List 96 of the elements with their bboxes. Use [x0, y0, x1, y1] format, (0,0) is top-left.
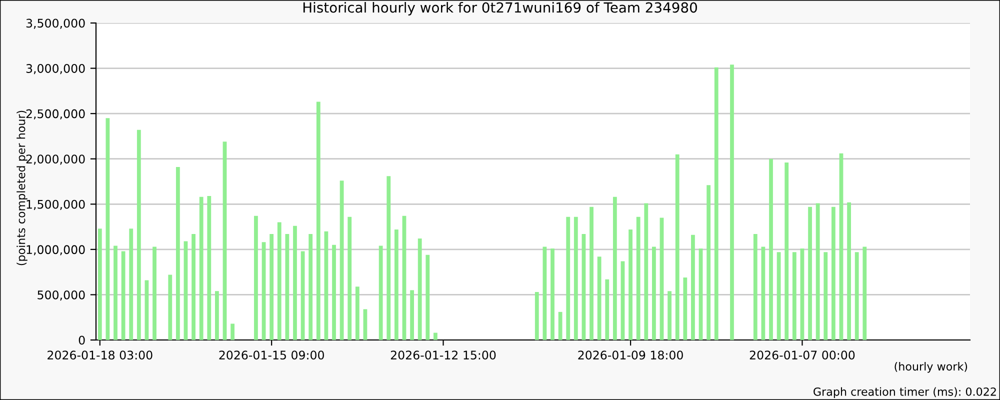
bar [293, 226, 297, 340]
bar [215, 291, 219, 340]
bar [683, 278, 688, 340]
y-tick-label: 3,000,000 [26, 64, 85, 74]
bar [176, 167, 180, 340]
bar [222, 142, 227, 340]
bar [363, 309, 368, 340]
bar [199, 196, 204, 340]
bar [730, 64, 734, 340]
x-tick-label: 2026-01-07 00:00 [750, 350, 855, 360]
x-tick-label: 2026-01-15 09:00 [219, 350, 324, 360]
bar [792, 252, 796, 340]
bar [808, 206, 812, 340]
bar [566, 216, 570, 340]
bar [675, 154, 680, 340]
bar [628, 230, 632, 340]
bar [706, 185, 711, 340]
bar [776, 252, 781, 340]
y-tick-label: 3,500,000 [26, 18, 85, 29]
y-axis-title: (points completed per hour) [16, 110, 28, 266]
bar [542, 246, 547, 340]
bar [402, 216, 406, 340]
bar [574, 216, 578, 340]
bar [558, 312, 562, 340]
bar [761, 246, 766, 340]
bar [800, 248, 804, 340]
bar [769, 158, 773, 340]
bar [152, 246, 156, 340]
bar [230, 324, 235, 340]
bar [824, 252, 828, 340]
bar [340, 180, 344, 340]
bar [652, 246, 656, 340]
bar [136, 130, 141, 340]
bar [418, 238, 422, 340]
bar [620, 261, 625, 340]
bar [144, 280, 149, 340]
y-tick-label: 1,000,000 [26, 245, 85, 256]
bar [636, 216, 640, 340]
bar [308, 234, 313, 340]
bar [270, 234, 274, 340]
bar [847, 202, 851, 340]
bar [254, 216, 258, 340]
bar [114, 246, 118, 340]
y-tick-label: 0 [78, 336, 85, 345]
bar [348, 216, 352, 340]
bar [168, 274, 172, 340]
bar [597, 256, 602, 340]
x-axis-title: (hourly work) [894, 362, 968, 373]
bar [121, 251, 126, 340]
bar [862, 246, 867, 340]
bar [668, 291, 672, 340]
bar [277, 222, 282, 340]
bar [605, 279, 610, 340]
bar [839, 153, 844, 340]
bar [410, 290, 414, 340]
bar [355, 286, 360, 340]
bar [394, 230, 398, 340]
bar [129, 228, 134, 340]
bar [784, 162, 789, 340]
bar [854, 252, 859, 340]
bar [698, 248, 703, 340]
chart-title: Historical hourly work for 0t271wuni169 of Team 234980 [303, 2, 697, 16]
bar [192, 234, 196, 340]
bar [332, 244, 336, 340]
x-tick-label: 2026-01-12 15:00 [390, 350, 496, 360]
bar [831, 206, 836, 340]
bar [753, 234, 758, 340]
bar [106, 118, 110, 340]
text: Graph creation timer (ms): 0.022 [814, 387, 996, 398]
y-tick-label: 500,000 [38, 290, 85, 301]
bar [660, 218, 664, 340]
bar [378, 246, 383, 340]
bar [534, 292, 539, 340]
bar [386, 176, 391, 340]
bar [590, 206, 594, 340]
x-tick-label: 2026-01-18 03:00 [48, 350, 152, 360]
bar [612, 196, 617, 340]
y-tick-label: 1,500,000 [26, 200, 85, 210]
bar [582, 234, 586, 340]
x-tick-label: 2026-01-09 18:00 [578, 350, 683, 360]
bar [207, 196, 212, 340]
y-tick-label: 2,500,000 [26, 109, 85, 120]
bar [816, 203, 820, 340]
y-tick-label: 2,000,000 [26, 154, 85, 165]
bar [550, 248, 554, 340]
bar [691, 234, 695, 340]
bar [262, 242, 266, 340]
bar [324, 231, 328, 340]
bar [644, 203, 648, 340]
bar [426, 254, 430, 340]
bar [300, 251, 305, 340]
bar [434, 332, 438, 340]
bar [98, 228, 102, 340]
bar [285, 234, 290, 340]
bar [316, 102, 320, 340]
bar [714, 67, 718, 340]
